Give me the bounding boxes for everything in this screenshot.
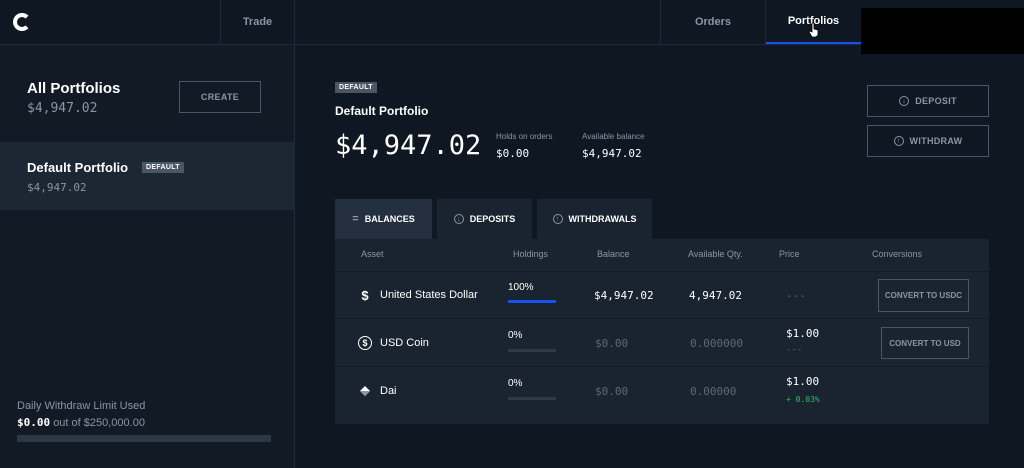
column-header-conversions: Conversions	[872, 249, 923, 259]
withdraw-limit-total: out of $250,000.00	[53, 417, 145, 429]
withdraw-limit-text: $0.00 out of $250,000.00	[17, 416, 145, 429]
withdraw-button[interactable]: ↑ WITHDRAW	[867, 125, 989, 157]
balances-table: Asset Holdings Balance Available Qty. Pr…	[335, 239, 989, 424]
holds-label: Holds on orders	[496, 132, 553, 141]
withdraw-label: WITHDRAW	[909, 136, 963, 146]
all-portfolios-value: $4,947.02	[27, 101, 98, 116]
coinbase-logo[interactable]	[0, 0, 44, 44]
holds-value: $0.00	[496, 147, 530, 160]
column-header-available-qty: Available Qty.	[688, 249, 743, 259]
column-header-asset: Asset	[361, 249, 384, 259]
available-balance-label: Available balance	[582, 132, 645, 141]
withdraw-limit-progress	[17, 435, 271, 442]
deposit-button[interactable]: ↓ DEPOSIT	[867, 85, 989, 117]
holdings-bar	[508, 300, 556, 303]
table-row: $ USD Coin 0% $0.00 0.000000 $1.00 --- C…	[335, 318, 989, 367]
tab-withdrawals-label: WITHDRAWALS	[568, 214, 637, 224]
redaction-box	[861, 8, 1024, 54]
portfolio-title: Default Portfolio	[335, 104, 429, 118]
convert-label: CONVERT TO USD	[889, 338, 961, 348]
dai-diamond-icon	[357, 383, 373, 399]
holdings-bar	[508, 397, 556, 400]
available-qty-value: 0.00000	[690, 385, 737, 398]
withdraw-limit-used: $0.00	[17, 416, 51, 429]
available-balance-value: $4,947.02	[582, 147, 642, 160]
arrow-down-circle-icon: ↓	[453, 214, 464, 224]
nav-portfolios[interactable]: Portfolios	[766, 0, 861, 44]
asset-name: USD Coin	[380, 337, 429, 349]
balance-value: $0.00	[595, 337, 629, 350]
withdraw-limit-label: Daily Withdraw Limit Used	[17, 400, 146, 412]
arrow-up-circle-icon: ↑	[552, 214, 563, 224]
nav-trade[interactable]: Trade	[242, 16, 273, 28]
convert-label: CONVERT TO USDC	[884, 291, 963, 300]
asset-name: Dai	[380, 385, 397, 397]
default-portfolio-title: Default Portfolio	[27, 160, 129, 175]
arrow-down-circle-icon: ↓	[899, 96, 910, 106]
logo-icon	[13, 13, 31, 31]
create-portfolio-button[interactable]: CREATE	[179, 81, 261, 113]
balance-value: $4,947.02	[594, 289, 654, 302]
nav-divider	[220, 0, 221, 44]
portfolio-sidebar: All Portfolios $4,947.02 CREATE Default …	[0, 45, 295, 468]
usdc-coin-icon: $	[357, 335, 373, 351]
price-change: ---	[786, 345, 803, 355]
deposit-label: DEPOSIT	[915, 96, 957, 106]
asset-name: United States Dollar	[380, 289, 478, 301]
default-badge: DEFAULT	[142, 162, 184, 173]
column-header-balance: Balance	[597, 249, 630, 259]
hand-cursor-icon	[808, 22, 819, 38]
table-row: $ United States Dollar 100% $4,947.02 4,…	[335, 271, 989, 319]
portfolio-total-value: $4,947.02	[335, 130, 482, 161]
arrow-up-circle-icon: ↑	[893, 136, 904, 146]
sidebar-item-default-portfolio[interactable]: Default Portfolio DEFAULT $4,947.02	[0, 142, 294, 210]
tab-withdrawals[interactable]: ↑ WITHDRAWALS	[537, 199, 652, 239]
holdings-percent: 0%	[508, 378, 523, 389]
price-value: $1.00	[786, 327, 820, 340]
holdings-percent: 0%	[508, 330, 523, 341]
holdings-bar-fill	[508, 300, 556, 303]
nav-divider	[660, 0, 661, 44]
portfolio-default-badge: DEFAULT	[335, 82, 377, 93]
dollar-icon: $	[361, 287, 369, 303]
default-portfolio-value: $4,947.02	[27, 181, 87, 194]
price-value: ---	[786, 289, 806, 302]
table-row: Dai 0% $0.00 0.00000 $1.00 + 0.03%	[335, 366, 989, 415]
tab-balances[interactable]: = BALANCES	[335, 199, 432, 239]
nav-orders[interactable]: Orders	[694, 16, 732, 28]
holdings-percent: 100%	[508, 282, 534, 293]
balance-value: $0.00	[595, 385, 629, 398]
nav-divider	[765, 0, 766, 44]
column-header-price: Price	[779, 249, 800, 259]
column-header-holdings: Holdings	[513, 249, 549, 259]
available-qty-value: 0.000000	[690, 337, 743, 350]
dai-diamond-shape	[360, 386, 370, 396]
price-change: + 0.03%	[786, 395, 820, 404]
tab-deposits-label: DEPOSITS	[469, 214, 516, 224]
price-value: $1.00	[786, 375, 820, 388]
tab-deposits[interactable]: ↓ DEPOSITS	[437, 199, 532, 239]
convert-to-usd-button[interactable]: CONVERT TO USD	[881, 327, 969, 359]
top-navigation-bar: Trade Orders Portfolios	[0, 0, 1024, 45]
equals-icon: =	[352, 213, 359, 225]
all-portfolios-title[interactable]: All Portfolios	[27, 80, 121, 97]
tab-balances-label: BALANCES	[364, 214, 415, 224]
create-label: CREATE	[200, 92, 240, 102]
convert-to-usdc-button[interactable]: CONVERT TO USDC	[878, 279, 969, 312]
nav-divider	[294, 0, 295, 44]
available-qty-value: 4,947.02	[689, 289, 742, 302]
holdings-bar	[508, 349, 556, 352]
